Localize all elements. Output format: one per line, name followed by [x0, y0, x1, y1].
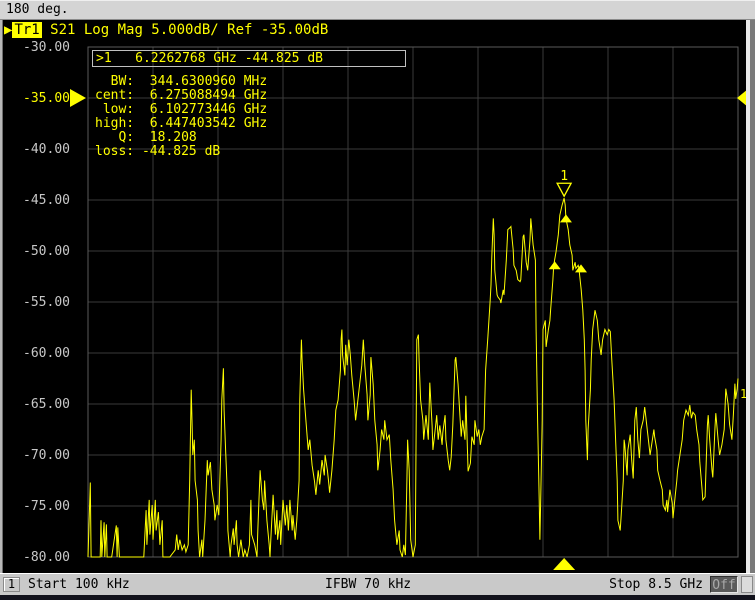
y-axis-label: -60.00	[23, 346, 70, 361]
resize-corner	[741, 576, 753, 593]
bandwidth-readout-line: BW: 344.6300960 MHz	[95, 74, 268, 89]
bandwidth-readout-line: cent: 6.275088494 GHz	[95, 88, 268, 103]
ref-level-triangle-left[interactable]	[70, 89, 86, 107]
y-axis-label: -55.00	[23, 295, 70, 310]
bandwidth-flag-marker[interactable]	[575, 264, 588, 273]
ifbw-label: IFBW 70 kHz	[325, 577, 412, 592]
y-axis-label: -75.00	[23, 499, 70, 514]
y-axis-ref-label: -35.00	[23, 91, 70, 106]
window-bottom-edge	[0, 595, 755, 600]
bandwidth-flag-marker[interactable]	[559, 214, 572, 223]
window-frame-left	[0, 20, 3, 575]
y-axis-label: -50.00	[23, 244, 70, 259]
y-axis-label: -40.00	[23, 142, 70, 157]
window-frame-right-edge	[750, 20, 755, 575]
y-axis-label: -65.00	[23, 397, 70, 412]
stop-frequency-label: Stop 8.5 GHz	[609, 577, 703, 592]
y-axis-label: -70.00	[23, 448, 70, 463]
marker1-readout: >1 6.2262768 GHz -44.825 dB	[96, 51, 323, 66]
start-frequency-label: Start 100 kHz	[28, 577, 130, 592]
marker1-number-label: 1	[560, 169, 568, 184]
marker1-glyph[interactable]	[556, 182, 573, 198]
marker-readout-box: >1 6.2262768 GHz -44.825 dB	[92, 50, 406, 67]
bandwidth-flag-marker[interactable]	[548, 261, 561, 270]
window-frame-right	[746, 20, 750, 575]
trace-header: ▶ Tr1 S21 Log Mag 5.000dB/ Ref -35.00dB	[4, 21, 328, 39]
y-axis-label: -30.00	[23, 40, 70, 55]
bandwidth-readout-line: loss: -44.825 dB	[95, 144, 221, 159]
phase-annotation: 180 deg.	[6, 2, 69, 17]
trace-tr1	[87, 198, 739, 558]
bandwidth-readout-line: low: 6.102773446 GHz	[95, 102, 268, 117]
bandwidth-readout-line: Q: 18.208	[95, 130, 197, 145]
off-indicator-badge: Off	[710, 576, 738, 593]
trace-end-number: 1	[740, 387, 747, 401]
bandwidth-readout-line: high: 6.447403542 GHz	[95, 116, 268, 131]
status-bar: 1 Start 100 kHz IFBW 70 kHz Stop 8.5 GHz…	[0, 573, 755, 595]
channel-badge: 1	[3, 577, 20, 592]
y-axis-label: -45.00	[23, 193, 70, 208]
y-axis-label: -80.00	[23, 550, 70, 565]
marker-stimulus-triangle[interactable]	[553, 558, 576, 570]
ref-level-triangle-right[interactable]	[737, 89, 748, 107]
title-strip: 180 deg.	[0, 0, 755, 20]
trace-selector-tr1[interactable]: Tr1	[12, 22, 42, 38]
active-trace-arrow-icon: ▶	[4, 22, 13, 38]
trace-format-readout: S21 Log Mag 5.000dB/ Ref -35.00dB	[41, 22, 329, 38]
